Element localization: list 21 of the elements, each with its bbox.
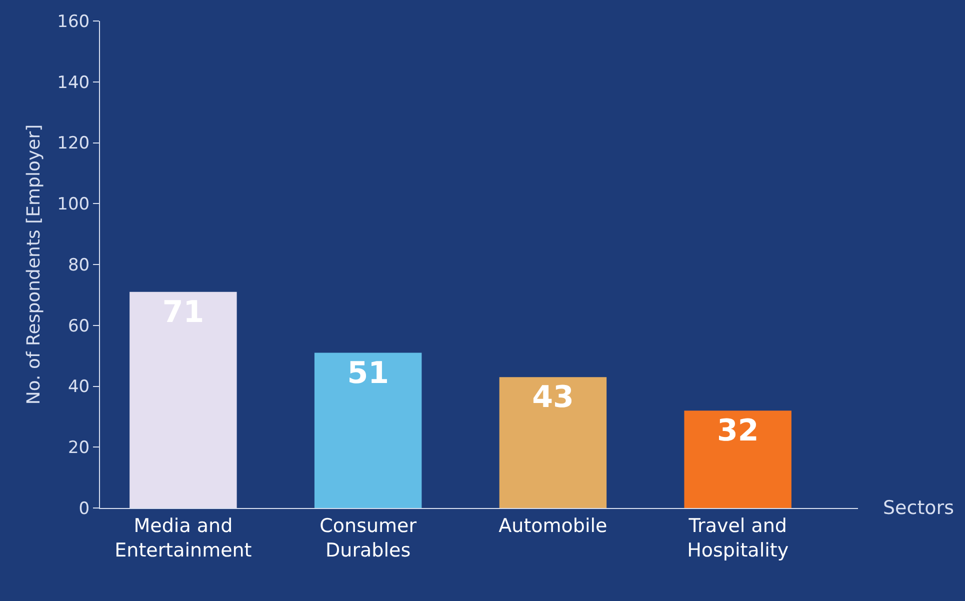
- data-label: 51: [347, 356, 389, 391]
- x-tick-label: Automobile: [498, 514, 608, 537]
- y-tick-label: 0: [78, 498, 90, 519]
- bar: [499, 377, 607, 508]
- y-tick-label: 20: [68, 438, 90, 458]
- bar: [314, 352, 422, 508]
- y-tick-label: 160: [57, 12, 90, 32]
- data-label: 32: [716, 414, 759, 449]
- bar: [684, 410, 792, 508]
- y-axis-title: No. of Respondents [Employer]: [23, 124, 44, 405]
- y-tick-label: 100: [57, 194, 90, 215]
- y-tick-label: 80: [68, 255, 90, 276]
- y-tick-label: 40: [68, 377, 90, 398]
- y-tick-label: 140: [57, 72, 90, 93]
- x-tick-label: Travel and Hospitality: [687, 514, 789, 562]
- x-tick-label: Media and Entertainment: [114, 514, 252, 562]
- x-axis-title: Sectors: [883, 497, 954, 519]
- data-label: 43: [532, 380, 574, 416]
- y-tick-label: 120: [57, 134, 90, 154]
- y-tick-label: 60: [68, 316, 90, 336]
- x-tick-label: Consumer Durables: [320, 514, 417, 562]
